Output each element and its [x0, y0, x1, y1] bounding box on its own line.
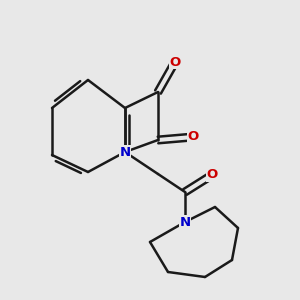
Text: N: N: [179, 215, 191, 229]
Text: N: N: [119, 146, 130, 158]
Text: O: O: [169, 56, 181, 68]
Text: O: O: [188, 130, 199, 143]
Text: O: O: [206, 169, 218, 182]
